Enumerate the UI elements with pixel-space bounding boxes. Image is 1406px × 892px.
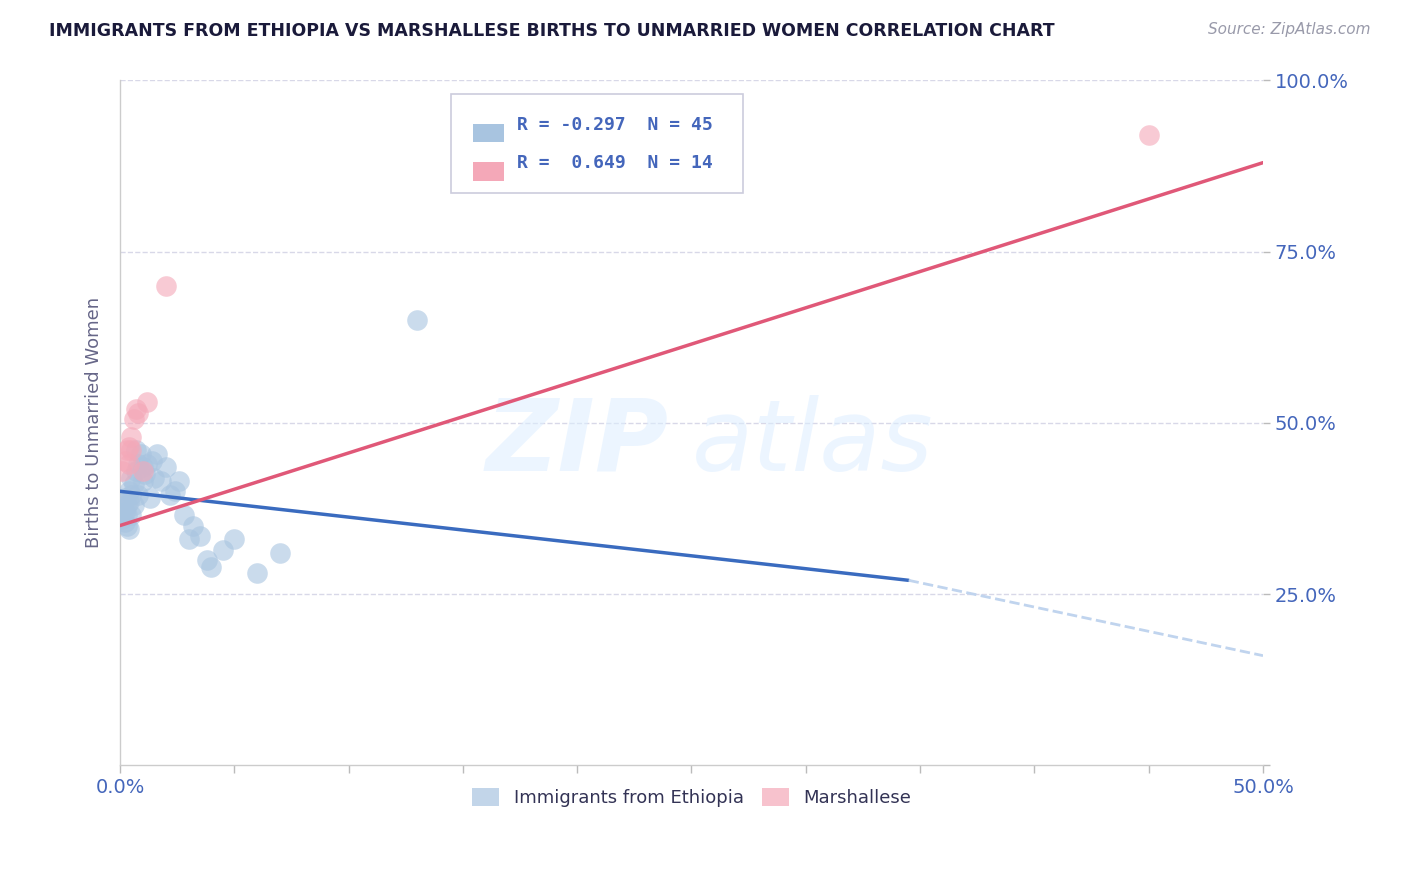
Point bbox=[177, 533, 200, 547]
Point bbox=[129, 447, 152, 461]
Point bbox=[200, 559, 222, 574]
Legend: Immigrants from Ethiopia, Marshallese: Immigrants from Ethiopia, Marshallese bbox=[465, 780, 918, 814]
Point bbox=[118, 522, 141, 536]
Point bbox=[120, 429, 142, 443]
Point bbox=[145, 447, 167, 461]
Text: IMMIGRANTS FROM ETHIOPIA VS MARSHALLESE BIRTHS TO UNMARRIED WOMEN CORRELATION CH: IMMIGRANTS FROM ETHIOPIA VS MARSHALLESE … bbox=[49, 22, 1054, 40]
Point bbox=[246, 566, 269, 581]
Point bbox=[138, 491, 160, 505]
Point bbox=[155, 279, 177, 293]
Point bbox=[125, 464, 148, 478]
Point bbox=[115, 443, 138, 458]
Point bbox=[132, 474, 155, 488]
Point bbox=[163, 484, 186, 499]
Point bbox=[114, 491, 136, 505]
Point bbox=[122, 498, 145, 512]
Point bbox=[115, 508, 138, 523]
Point bbox=[118, 440, 141, 454]
Text: R = -0.297  N = 45: R = -0.297 N = 45 bbox=[516, 116, 713, 134]
Point bbox=[211, 542, 233, 557]
Point bbox=[1137, 128, 1160, 143]
Point bbox=[122, 412, 145, 426]
Point bbox=[155, 460, 177, 475]
Point bbox=[169, 474, 191, 488]
Point bbox=[141, 453, 163, 467]
Point bbox=[224, 533, 246, 547]
Point bbox=[114, 505, 136, 519]
Point bbox=[195, 553, 218, 567]
Text: ZIP: ZIP bbox=[485, 395, 669, 491]
Y-axis label: Births to Unmarried Women: Births to Unmarried Women bbox=[86, 297, 103, 549]
Point bbox=[115, 518, 138, 533]
Point bbox=[120, 508, 142, 523]
Point bbox=[132, 460, 155, 475]
Point bbox=[127, 457, 149, 471]
FancyBboxPatch shape bbox=[474, 124, 503, 143]
Point bbox=[115, 498, 138, 512]
Point bbox=[188, 529, 211, 543]
Text: atlas: atlas bbox=[692, 395, 934, 491]
Text: Source: ZipAtlas.com: Source: ZipAtlas.com bbox=[1208, 22, 1371, 37]
Point bbox=[118, 457, 141, 471]
Point bbox=[114, 515, 136, 529]
Point bbox=[143, 470, 166, 484]
Point bbox=[136, 395, 159, 409]
Point bbox=[125, 402, 148, 417]
FancyBboxPatch shape bbox=[474, 162, 503, 181]
Point bbox=[127, 406, 149, 420]
Point bbox=[111, 501, 134, 516]
Point bbox=[127, 488, 149, 502]
Point bbox=[122, 477, 145, 491]
Point bbox=[111, 464, 134, 478]
Point bbox=[118, 484, 141, 499]
Point bbox=[132, 464, 155, 478]
Point bbox=[269, 546, 291, 560]
Point bbox=[120, 470, 142, 484]
Point bbox=[159, 488, 181, 502]
Text: R =  0.649  N = 14: R = 0.649 N = 14 bbox=[516, 154, 713, 172]
Point bbox=[406, 313, 429, 327]
Point bbox=[150, 474, 173, 488]
Point bbox=[125, 443, 148, 458]
Point bbox=[120, 488, 142, 502]
Point bbox=[120, 443, 142, 458]
Point bbox=[134, 467, 156, 482]
FancyBboxPatch shape bbox=[451, 95, 742, 194]
Point bbox=[111, 512, 134, 526]
Point bbox=[114, 453, 136, 467]
Point bbox=[173, 508, 195, 523]
Point bbox=[181, 518, 204, 533]
Point bbox=[136, 457, 159, 471]
Point bbox=[118, 494, 141, 508]
